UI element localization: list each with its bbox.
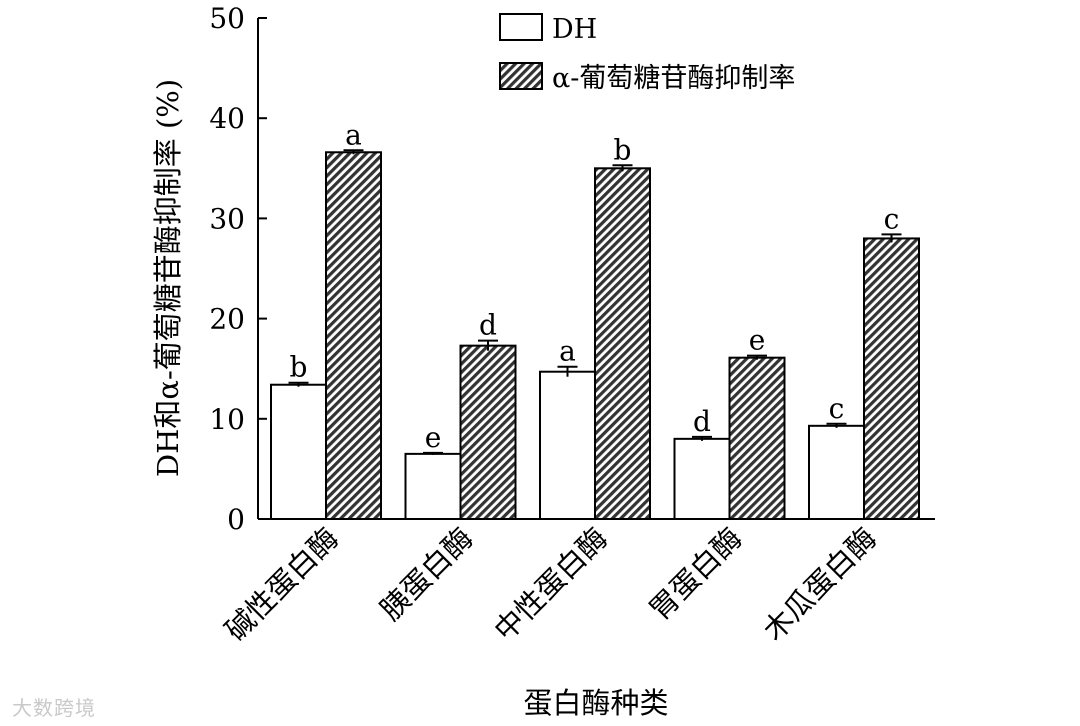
y-tick-label: 40 — [209, 102, 245, 135]
bar-dh — [808, 424, 865, 520]
bar-dh — [404, 452, 462, 520]
legend-swatch-dh — [499, 13, 543, 41]
y-tick-label: 10 — [209, 403, 245, 436]
y-axis-label: DH和α-葡萄糖苷酶抑制率 (%) — [151, 79, 185, 477]
bar-inhibition — [594, 167, 651, 521]
x-tick-labels: 碱性蛋白酶 胰蛋白酶 中性蛋白酶 胃蛋白酶 木瓜蛋白酶 — [218, 521, 883, 648]
bars: b a e d a b d e c c — [270, 118, 920, 521]
bar-inhibition — [728, 356, 786, 521]
bar-dh — [539, 370, 596, 520]
x-tick-label: 胃蛋白酶 — [642, 521, 748, 627]
y-tick-label: 0 — [227, 503, 245, 536]
legend-label-dh: DH — [552, 14, 597, 45]
y-tick-label: 30 — [209, 202, 245, 235]
x-tick-label: 胰蛋白酶 — [373, 521, 479, 627]
bar-inhibition — [325, 151, 382, 520]
y-tick-label: 50 — [209, 2, 245, 35]
bar-inhibition — [863, 237, 920, 520]
legend: DH α-葡萄糖苷酶抑制率 — [499, 13, 795, 94]
significance-letter: e — [749, 324, 766, 357]
significance-letter: d — [479, 309, 497, 342]
legend-label-inhibition: α-葡萄糖苷酶抑制率 — [552, 63, 795, 94]
significance-letter: c — [829, 392, 845, 425]
x-tick-label: 中性蛋白酶 — [487, 521, 614, 648]
x-axis-label: 蛋白酶种类 — [523, 686, 668, 720]
significance-letter: a — [345, 118, 362, 151]
y-tick-label: 20 — [209, 303, 245, 336]
watermark: 大数跨境 — [12, 696, 96, 720]
x-tick-label: 木瓜蛋白酶 — [756, 521, 883, 648]
significance-letter: b — [290, 351, 308, 384]
legend-swatch-inhibition — [499, 62, 543, 90]
x-tick-label: 碱性蛋白酶 — [218, 521, 345, 648]
significance-letter: a — [559, 335, 576, 368]
significance-letter: b — [614, 133, 632, 166]
bar-dh — [673, 437, 731, 520]
significance-letter: d — [693, 405, 711, 438]
bar-inhibition — [459, 344, 517, 520]
significance-letter: e — [425, 421, 442, 454]
y-ticks: 0 10 20 30 40 50 — [209, 2, 267, 536]
significance-letter: c — [884, 202, 900, 235]
bar-dh — [270, 383, 327, 520]
